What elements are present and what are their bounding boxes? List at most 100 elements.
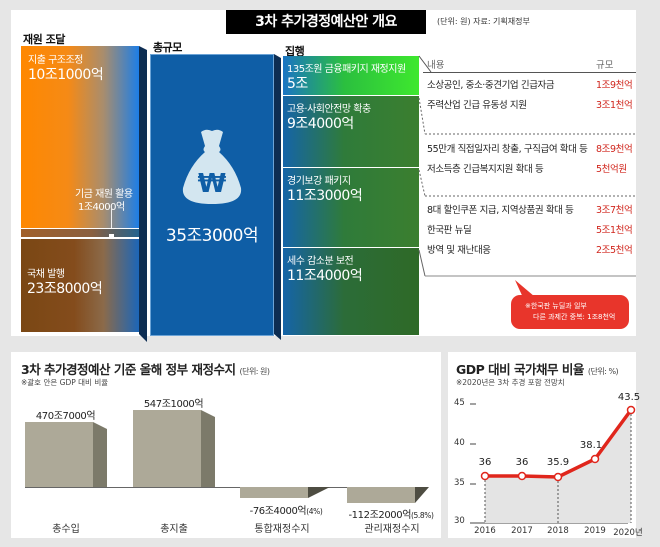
detail-row-2-scale: 3조1천억 [596,100,633,111]
ytick-35: 35 [454,478,465,488]
unit-source-note: (단위: 원) 자료: 기획재정부 [437,17,530,26]
detail-row-1-scale: 1조9천억 [596,80,633,91]
funding-block-bond-issuance [21,239,139,332]
detail-row-2-content: 주력산업 긴급 유동성 지원 [427,100,527,111]
fund-connector-line [111,204,112,234]
xtick-2020: 2020년 [613,528,643,538]
bar-managed-3d [415,487,429,503]
detail-row-1-content: 소상공인, 중소·중견기업 긴급자금 [427,80,555,91]
bar-label-expenditure: 547조1000억 [143,399,204,410]
detail-row-5-scale: 3조7천억 [596,205,633,216]
detail-row-3-scale: 8조9천억 [596,144,633,155]
detail-row-5-content: 8대 할인쿠폰 지급, 지역상품권 확대 등 [427,205,574,216]
managed-value: -112조2000억 [348,510,412,521]
budget-overview-panel: 3차 추가경정예산안 개요 (단위: 원) 자료: 기획재정부 재원 조달 지출… [11,10,636,336]
category-expenditure: 총지출 [160,524,188,535]
funding-label-3: 국채 발행 [27,269,65,280]
won-money-bag-icon: ₩ [182,129,242,204]
execution-block-employment-safety-net: 고용·사회안전망 확충 9조4000억 [283,96,419,168]
point-label-2018: 35.9 [546,457,570,468]
point-label-2017: 36 [515,457,529,468]
execution-block-economic-package: 경기보강 패키지 11조3000억 [283,168,419,248]
xtick-2019: 2019 [584,526,606,536]
execution-label-1: 135조원 금융패키지 재정지원 [287,64,406,75]
execution-label-3: 경기보강 패키지 [287,176,351,187]
xtick-2016: 2016 [474,526,496,536]
detail-header-rule [423,72,636,73]
fiscal-unit: (단위: 원) [239,367,270,376]
category-consolidated: 통합재정수지 [254,524,310,535]
funding-value-2: 1조4000억 [78,202,125,213]
detail-row-3-content: 55만개 직접일자리 창출, 구직급여 확대 등 [427,144,588,155]
overlap-callout: ※한국판 뉴딜과 일부 다른 과제간 중복: 1조8천억 [511,295,629,329]
debt-line-plot [470,403,636,524]
execution-value-2: 9조4000억 [287,116,354,132]
detail-row-4-scale: 5천억원 [596,164,627,175]
bar-label-consolidated: -76조4000억(4%) [231,502,341,517]
bar-consolidated-balance [240,487,308,498]
detail-row-6-content: 한국판 뉴딜 [427,225,472,236]
xtick-2018: 2018 [547,526,569,536]
execution-block-tax-shortfall: 세수 감소분 보전 11조4000억 [283,248,419,336]
detail-header-scale: 규모 [596,60,614,71]
funding-3d-side [139,46,147,342]
overview-title: 3차 추가경정예산안 개요 [226,10,426,34]
total-value: 35조3000억 [165,226,259,246]
detail-row-7-scale: 2조5천억 [596,245,633,256]
bar-consolidated-3d [308,487,330,498]
category-revenue: 총수입 [52,524,80,535]
bar-label-revenue: 470조7000억 [35,411,96,422]
funding-value-3: 23조8000억 [27,281,103,297]
execution-value-3: 11조3000억 [287,188,363,204]
callout-line-1: ※한국판 뉴딜과 일부 [525,302,587,310]
funding-header: 재원 조달 [23,33,65,46]
total-3d-side [274,54,281,340]
ytick-30: 30 [454,516,465,526]
execution-value-4: 11조4000억 [287,268,363,284]
detail-connector-lines [418,55,636,277]
bar-label-managed: -112조2000억(5.8%) [341,506,441,521]
category-managed: 관리재정수지 [364,524,420,535]
bar-revenue [25,422,93,487]
detail-row-7-content: 방역 및 재난대응 [427,245,491,256]
ytick-45: 45 [454,398,465,408]
point-label-2020: 43.5 [617,392,641,403]
chart-baseline [25,487,425,488]
funding-label-2: 기금 재원 활용 [75,189,133,200]
fiscal-chart-title: 3차 추가경정예산 기준 올해 정부 재정수지 (단위: 원) [21,359,270,378]
bar-expenditure-side [201,410,215,487]
fund-connector-dot [109,234,114,239]
point-label-2016: 36 [478,457,492,468]
bar-managed-balance [347,487,415,503]
detail-header-content: 내용 [427,60,445,71]
debt-unit: (단위: %) [587,367,619,376]
detail-row-6-scale: 5조1천억 [596,225,633,236]
bar-revenue-side [93,422,107,487]
execution-block-financial-package: 135조원 금융패키지 재정지원 5조 [283,56,419,96]
funding-value-1: 10조1000억 [28,67,104,83]
execution-label-4: 세수 감소분 보전 [287,256,354,267]
debt-ratio-chart: GDP 대비 국가채무 비율 (단위: %) ※2020년은 3차 추경 포함 전… [448,352,643,538]
execution-header: 집행 [285,45,305,58]
fiscal-chart-note: ※괄호 안은 GDP 대비 비율 [21,378,109,387]
detail-row-4-content: 저소득층 긴급복지지원 확대 등 [427,164,544,175]
consolidated-value: -76조4000억 [249,506,307,517]
total-header: 총규모 [153,41,182,54]
execution-value-1: 5조 [287,76,308,92]
consolidated-gdp-ratio: (4%) [306,507,323,516]
callout-line-2: 다른 과제간 중복: 1조8천억 [533,313,616,321]
funding-block-fund-usage [21,228,139,238]
funding-block-spending-restructure [21,46,139,228]
ytick-40: 40 [454,438,465,448]
svg-text:₩: ₩ [198,169,227,199]
fiscal-balance-chart: 3차 추가경정예산 기준 올해 정부 재정수지 (단위: 원) ※괄호 안은 GD… [11,352,441,538]
managed-gdp-ratio: (5.8%) [411,511,434,520]
debt-chart-note: ※2020년은 3차 추경 포함 전망치 [456,378,565,387]
debt-chart-title: GDP 대비 국가채무 비율 (단위: %) [456,359,619,378]
funding-label-1: 지출 구조조정 [28,55,83,66]
fiscal-title-text: 3차 추가경정예산 기준 올해 정부 재정수지 [21,362,236,377]
bar-expenditure [133,410,201,487]
xtick-2017: 2017 [511,526,533,536]
execution-label-2: 고용·사회안전망 확충 [287,104,371,115]
point-label-2019: 38.1 [579,440,603,451]
